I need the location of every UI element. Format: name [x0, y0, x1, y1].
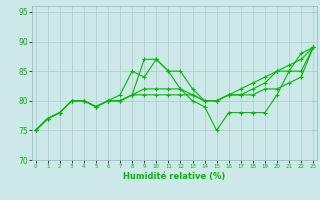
X-axis label: Humidité relative (%): Humidité relative (%) — [123, 172, 226, 181]
